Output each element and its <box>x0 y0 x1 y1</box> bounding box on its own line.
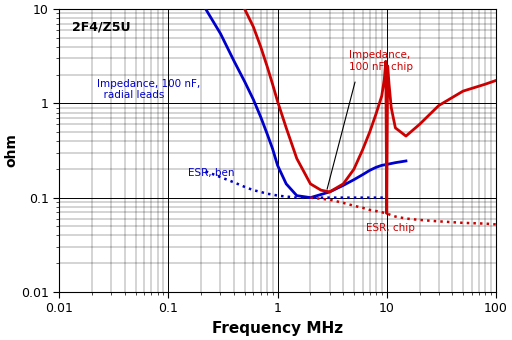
Text: Impedance,
100 nF, chip: Impedance, 100 nF, chip <box>349 50 413 72</box>
Text: Impedance, 100 nF,
  radial leads: Impedance, 100 nF, radial leads <box>97 79 200 100</box>
Text: 2F4/Z5U: 2F4/Z5U <box>72 21 130 34</box>
Y-axis label: ohm: ohm <box>4 134 18 168</box>
Text: ESR, ben: ESR, ben <box>187 168 234 178</box>
Text: ESR, chip: ESR, chip <box>366 223 415 233</box>
X-axis label: Frequency MHz: Frequency MHz <box>212 321 343 336</box>
